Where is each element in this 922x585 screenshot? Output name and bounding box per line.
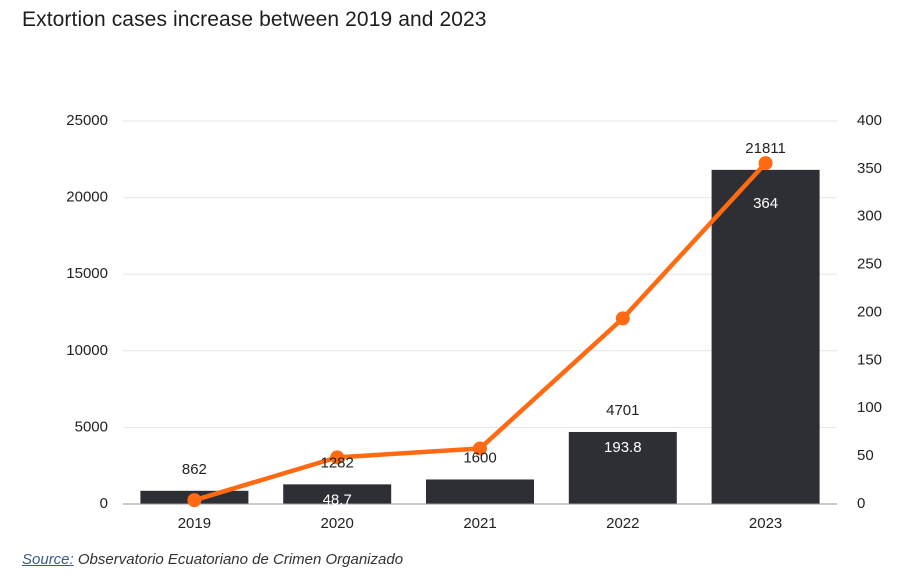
x-tick-label: 2022	[606, 515, 639, 532]
line-series	[187, 156, 773, 508]
y-right-tick-label: 200	[857, 303, 882, 320]
left-axis: 0 5000 10000 15000 20000 25000	[66, 112, 108, 512]
line-point	[615, 311, 630, 326]
y-right-tick-label: 250	[857, 256, 882, 273]
y-right-tick-label: 350	[857, 160, 882, 177]
line-point	[187, 493, 202, 508]
y-left-tick-label: 25000	[66, 112, 108, 129]
y-left-tick-label: 15000	[66, 265, 108, 282]
source-note: Source: Observatorio Ecuatoriano de Crim…	[22, 551, 403, 568]
bar-value-label: 21811	[745, 140, 786, 157]
chart-title: Extortion cases increase between 2019 an…	[22, 8, 487, 31]
chart: 0 5000 10000 15000 20000 25000 0 50 100 150 200 25…	[66, 112, 882, 532]
source-link[interactable]: Source:	[22, 551, 74, 568]
line-value-label: 193.8	[604, 439, 642, 456]
line-value-label: 364	[753, 195, 778, 212]
y-left-tick-label: 20000	[66, 189, 108, 206]
bar	[426, 479, 534, 504]
line-point	[473, 441, 487, 456]
bar	[568, 431, 677, 504]
bar-value-label: 862	[182, 461, 207, 478]
line-point	[330, 450, 345, 465]
x-tick-label: 2021	[463, 515, 496, 532]
bar-value-label: 1282	[321, 454, 354, 471]
x-axis: 2019 2020 2021 2022 2023	[123, 503, 837, 532]
x-tick-label: 2019	[178, 515, 211, 532]
y-left-tick-label: 5000	[75, 418, 108, 435]
bar-value-label: 4701	[606, 402, 639, 419]
bar-series	[140, 169, 820, 505]
line-value-label: 48.7	[323, 491, 352, 508]
y-left-tick-label: 10000	[66, 342, 108, 359]
data-labels: 862 1282 1600 4701 21811 48.7 193.8 364	[182, 140, 786, 509]
y-right-tick-label: 300	[857, 208, 882, 225]
bar	[283, 484, 392, 504]
y-right-tick-label: 50	[857, 447, 874, 464]
y-right-tick-label: 100	[857, 399, 882, 416]
x-tick-label: 2023	[749, 515, 782, 532]
line-point	[758, 156, 773, 171]
bar-value-label: 1600	[463, 449, 496, 466]
bar	[711, 169, 820, 505]
y-right-tick-label: 400	[857, 112, 882, 129]
right-axis: 0 50 100 150 200 250 300 350 400	[857, 112, 882, 512]
y-left-tick-label: 0	[100, 495, 108, 512]
y-right-tick-label: 0	[857, 495, 865, 512]
y-right-tick-label: 150	[857, 351, 882, 368]
x-tick-label: 2020	[321, 515, 354, 532]
source-text: Observatorio Ecuatoriano de Crimen Organ…	[77, 551, 404, 568]
